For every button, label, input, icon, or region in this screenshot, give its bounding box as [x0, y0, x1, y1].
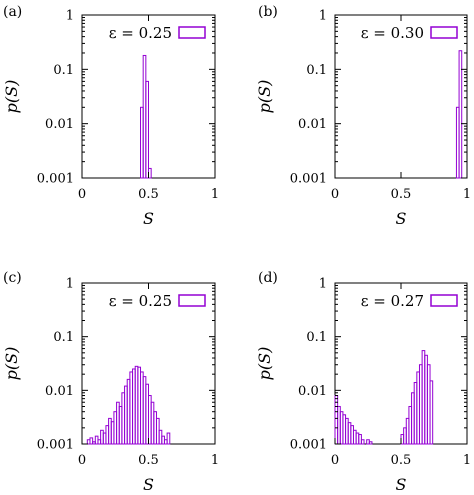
x-tick-label: 1 — [211, 453, 219, 468]
y-tick-label: 0.01 — [298, 384, 327, 399]
legend-label: ε = 0.27 — [361, 292, 424, 310]
x-axis-label: S — [396, 475, 407, 494]
legend-swatch — [430, 26, 458, 39]
x-tick-label: 1 — [463, 187, 471, 202]
y-tick-label: 1 — [66, 9, 74, 24]
y-axis-label: p(S) — [2, 347, 21, 381]
y-tick-label: 1 — [319, 277, 327, 292]
legend-swatch — [430, 294, 458, 307]
chart-panel-1: 0.001 0.01 0.1 1 0 0.5 1 Sp(S) (a) ε = 0.25 — [2, 4, 219, 228]
y-axis-label: p(S) — [255, 347, 274, 381]
y-tick-label: 1 — [66, 277, 74, 292]
histogram-bar — [89, 437, 94, 445]
x-axis-label: S — [143, 475, 154, 494]
chart-panel-4: 0.001 0.01 0.1 1 0 0.5 1 Sp(S) (d) ε = 0.27 — [255, 270, 471, 494]
y-tick-label: 0.01 — [45, 384, 74, 399]
legend-swatch — [178, 294, 206, 307]
x-tick-label: 0.5 — [138, 187, 159, 202]
x-tick-label: 1 — [463, 453, 471, 468]
histogram-bar — [368, 441, 373, 445]
y-axis-label: p(S) — [255, 80, 274, 114]
y-tick-label: 0.01 — [298, 117, 327, 132]
x-tick-label: 0 — [78, 453, 86, 468]
x-axis-label: S — [396, 209, 407, 228]
legend-swatch — [178, 26, 206, 39]
y-tick-label: 0.1 — [306, 330, 327, 345]
y-tick-label: 0.01 — [45, 117, 74, 132]
x-tick-label: 1 — [211, 187, 219, 202]
panel-label: (a) — [3, 4, 22, 20]
x-tick-label: 0 — [331, 187, 339, 202]
legend-label: ε = 0.25 — [109, 24, 172, 42]
y-tick-label: 0.1 — [53, 63, 74, 78]
y-tick-label: 0.1 — [53, 330, 74, 345]
legend-label: ε = 0.30 — [361, 24, 424, 42]
x-tick-label: 0.5 — [391, 187, 412, 202]
y-tick-label: 0.1 — [306, 63, 327, 78]
x-tick-label: 0 — [78, 187, 86, 202]
histogram-bar — [166, 432, 171, 445]
histogram-bar — [145, 80, 149, 179]
chart-panel-3: 0.001 0.01 0.1 1 0 0.5 1 Sp(S) (c) ε = 0.25 — [2, 270, 219, 494]
panel-label: (c) — [3, 270, 22, 286]
legend-label: ε = 0.25 — [109, 292, 172, 310]
panel-label: (b) — [258, 4, 278, 20]
y-tick-label: 0.001 — [290, 438, 327, 453]
chart-panel-2: 0.001 0.01 0.1 1 0 0.5 1 Sp(S) (b) ε = 0.30 — [255, 4, 471, 228]
y-tick-label: 0.001 — [37, 438, 74, 453]
histogram-bar — [458, 50, 463, 179]
y-tick-label: 0.001 — [37, 172, 74, 187]
panel-label: (d) — [258, 270, 278, 286]
x-axis-label: S — [143, 209, 154, 228]
x-tick-label: 0.5 — [391, 453, 412, 468]
y-tick-label: 0.001 — [290, 172, 327, 187]
y-tick-label: 1 — [319, 9, 327, 24]
x-tick-label: 0 — [331, 453, 339, 468]
y-axis-label: p(S) — [2, 80, 21, 114]
histogram-bar — [429, 380, 434, 445]
x-tick-label: 0.5 — [138, 453, 159, 468]
histogram-bar — [360, 439, 365, 445]
